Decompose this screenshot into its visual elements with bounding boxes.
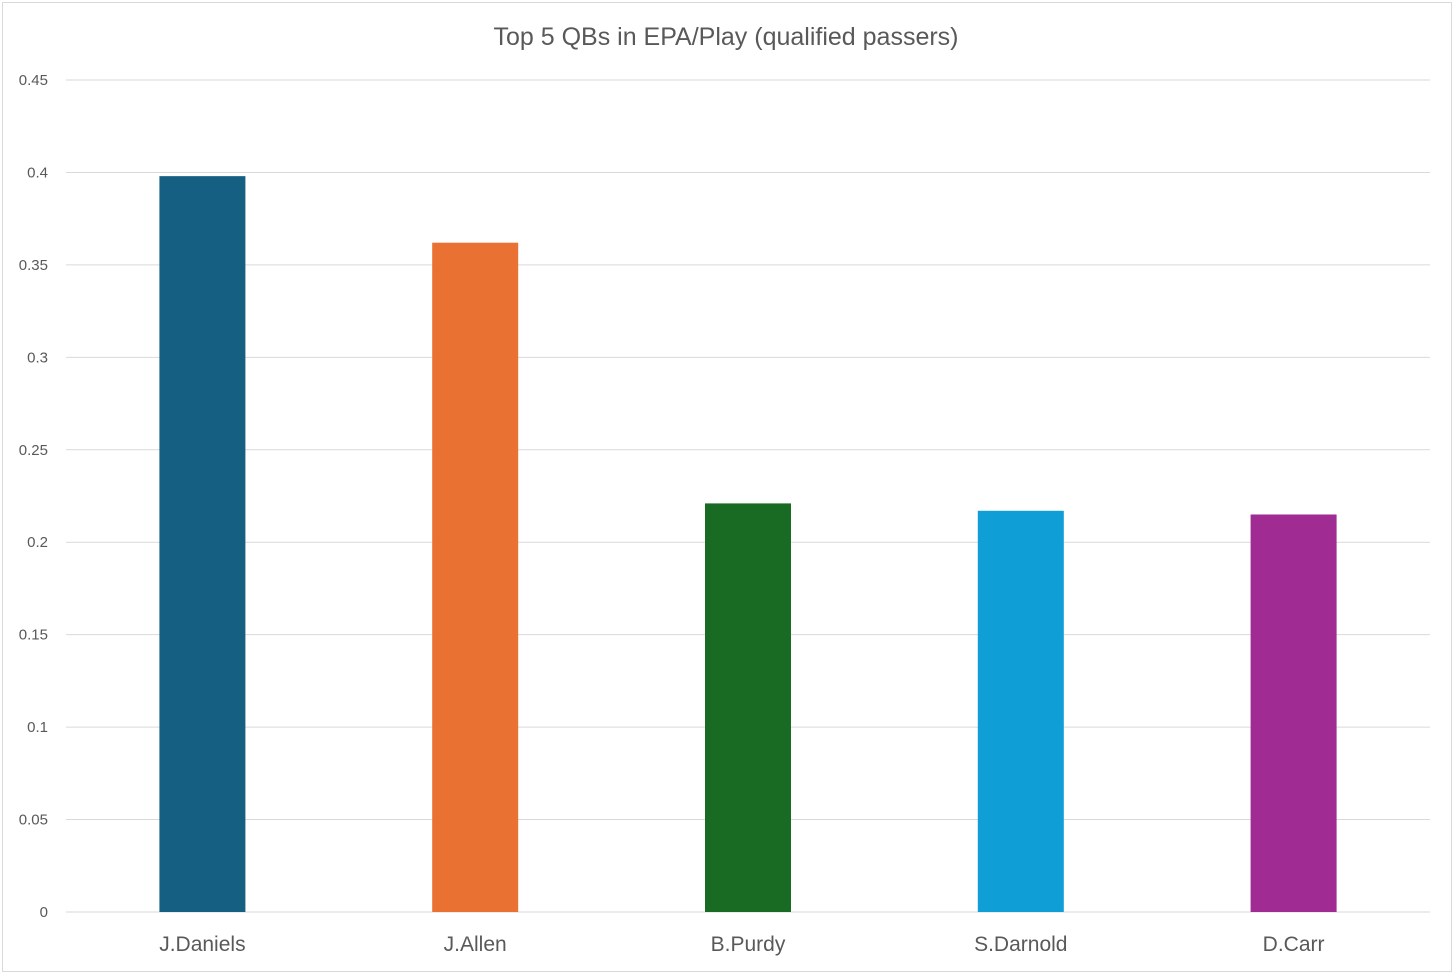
gridlines xyxy=(66,79,1430,913)
y-tick-label: 0.35 xyxy=(19,257,48,274)
y-tick-label: 0.15 xyxy=(19,627,48,644)
bar-b-purdy xyxy=(705,503,791,912)
y-tick-label: 0.2 xyxy=(27,534,48,551)
bars xyxy=(159,176,1337,913)
y-tick-label: 0 xyxy=(40,904,48,921)
bar-j-allen xyxy=(432,242,519,913)
y-tick-label: 0.25 xyxy=(19,442,48,459)
x-tick-label: J.Daniels xyxy=(159,933,245,956)
x-tick-label: B.Purdy xyxy=(711,933,786,956)
y-tick-label: 0.3 xyxy=(27,349,48,366)
y-axis-ticks: 0 0.05 0.1 0.15 0.2 0.25 0.3 0.35 0.4 0.45 xyxy=(19,72,48,921)
y-tick-label: 0.45 xyxy=(19,72,48,89)
x-tick-label: J.Allen xyxy=(444,933,507,956)
y-tick-label: 0.4 xyxy=(27,164,48,181)
bar-j-daniels xyxy=(159,176,246,913)
x-tick-label: S.Darnold xyxy=(974,933,1067,956)
bar-d-carr xyxy=(1250,514,1337,912)
x-axis-ticks: J.Daniels J.Allen B.Purdy S.Darnold D.Carr xyxy=(159,933,1324,956)
y-tick-label: 0.1 xyxy=(27,719,48,736)
y-tick-label: 0.05 xyxy=(19,812,48,829)
x-tick-label: D.Carr xyxy=(1263,933,1325,956)
bar-s-darnold xyxy=(977,510,1064,912)
chart-title: Top 5 QBs in EPA/Play (qualified passers… xyxy=(493,23,958,51)
